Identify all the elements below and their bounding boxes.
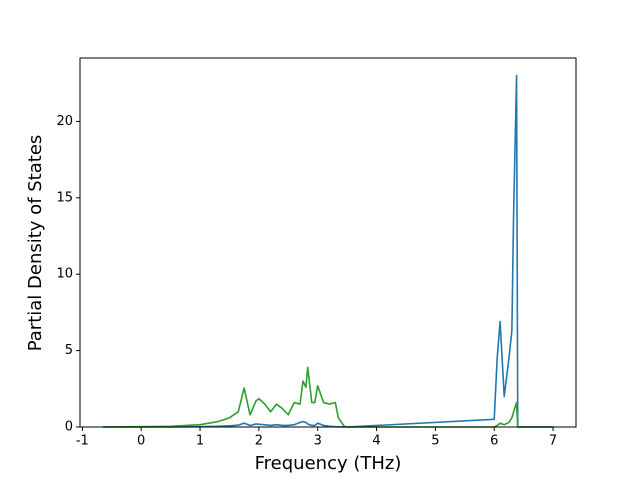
x-tick-label: 5 [431, 434, 439, 449]
y-tick-label: 15 [56, 190, 73, 205]
x-tick-label: 1 [196, 434, 204, 449]
x-tick-label: 3 [314, 434, 322, 449]
y-tick-label: 20 [56, 114, 73, 129]
x-tick-label: 0 [137, 434, 145, 449]
x-tick-label: 6 [490, 434, 498, 449]
y-axis-label: Partial Density of States [25, 135, 46, 352]
x-axis-label: Frequency (THz) [255, 453, 402, 474]
x-tick-label: 4 [372, 434, 380, 449]
x-tick-label: 2 [255, 434, 263, 449]
plot-frame [79, 57, 577, 428]
y-tick-label: 5 [65, 343, 73, 358]
y-tick-label: 0 [65, 420, 73, 435]
series-line [102, 366, 554, 428]
series-line [102, 74, 554, 428]
x-tick-label: -1 [76, 434, 89, 449]
y-tick-label: 10 [56, 267, 73, 282]
x-tick-label: 7 [549, 434, 557, 449]
